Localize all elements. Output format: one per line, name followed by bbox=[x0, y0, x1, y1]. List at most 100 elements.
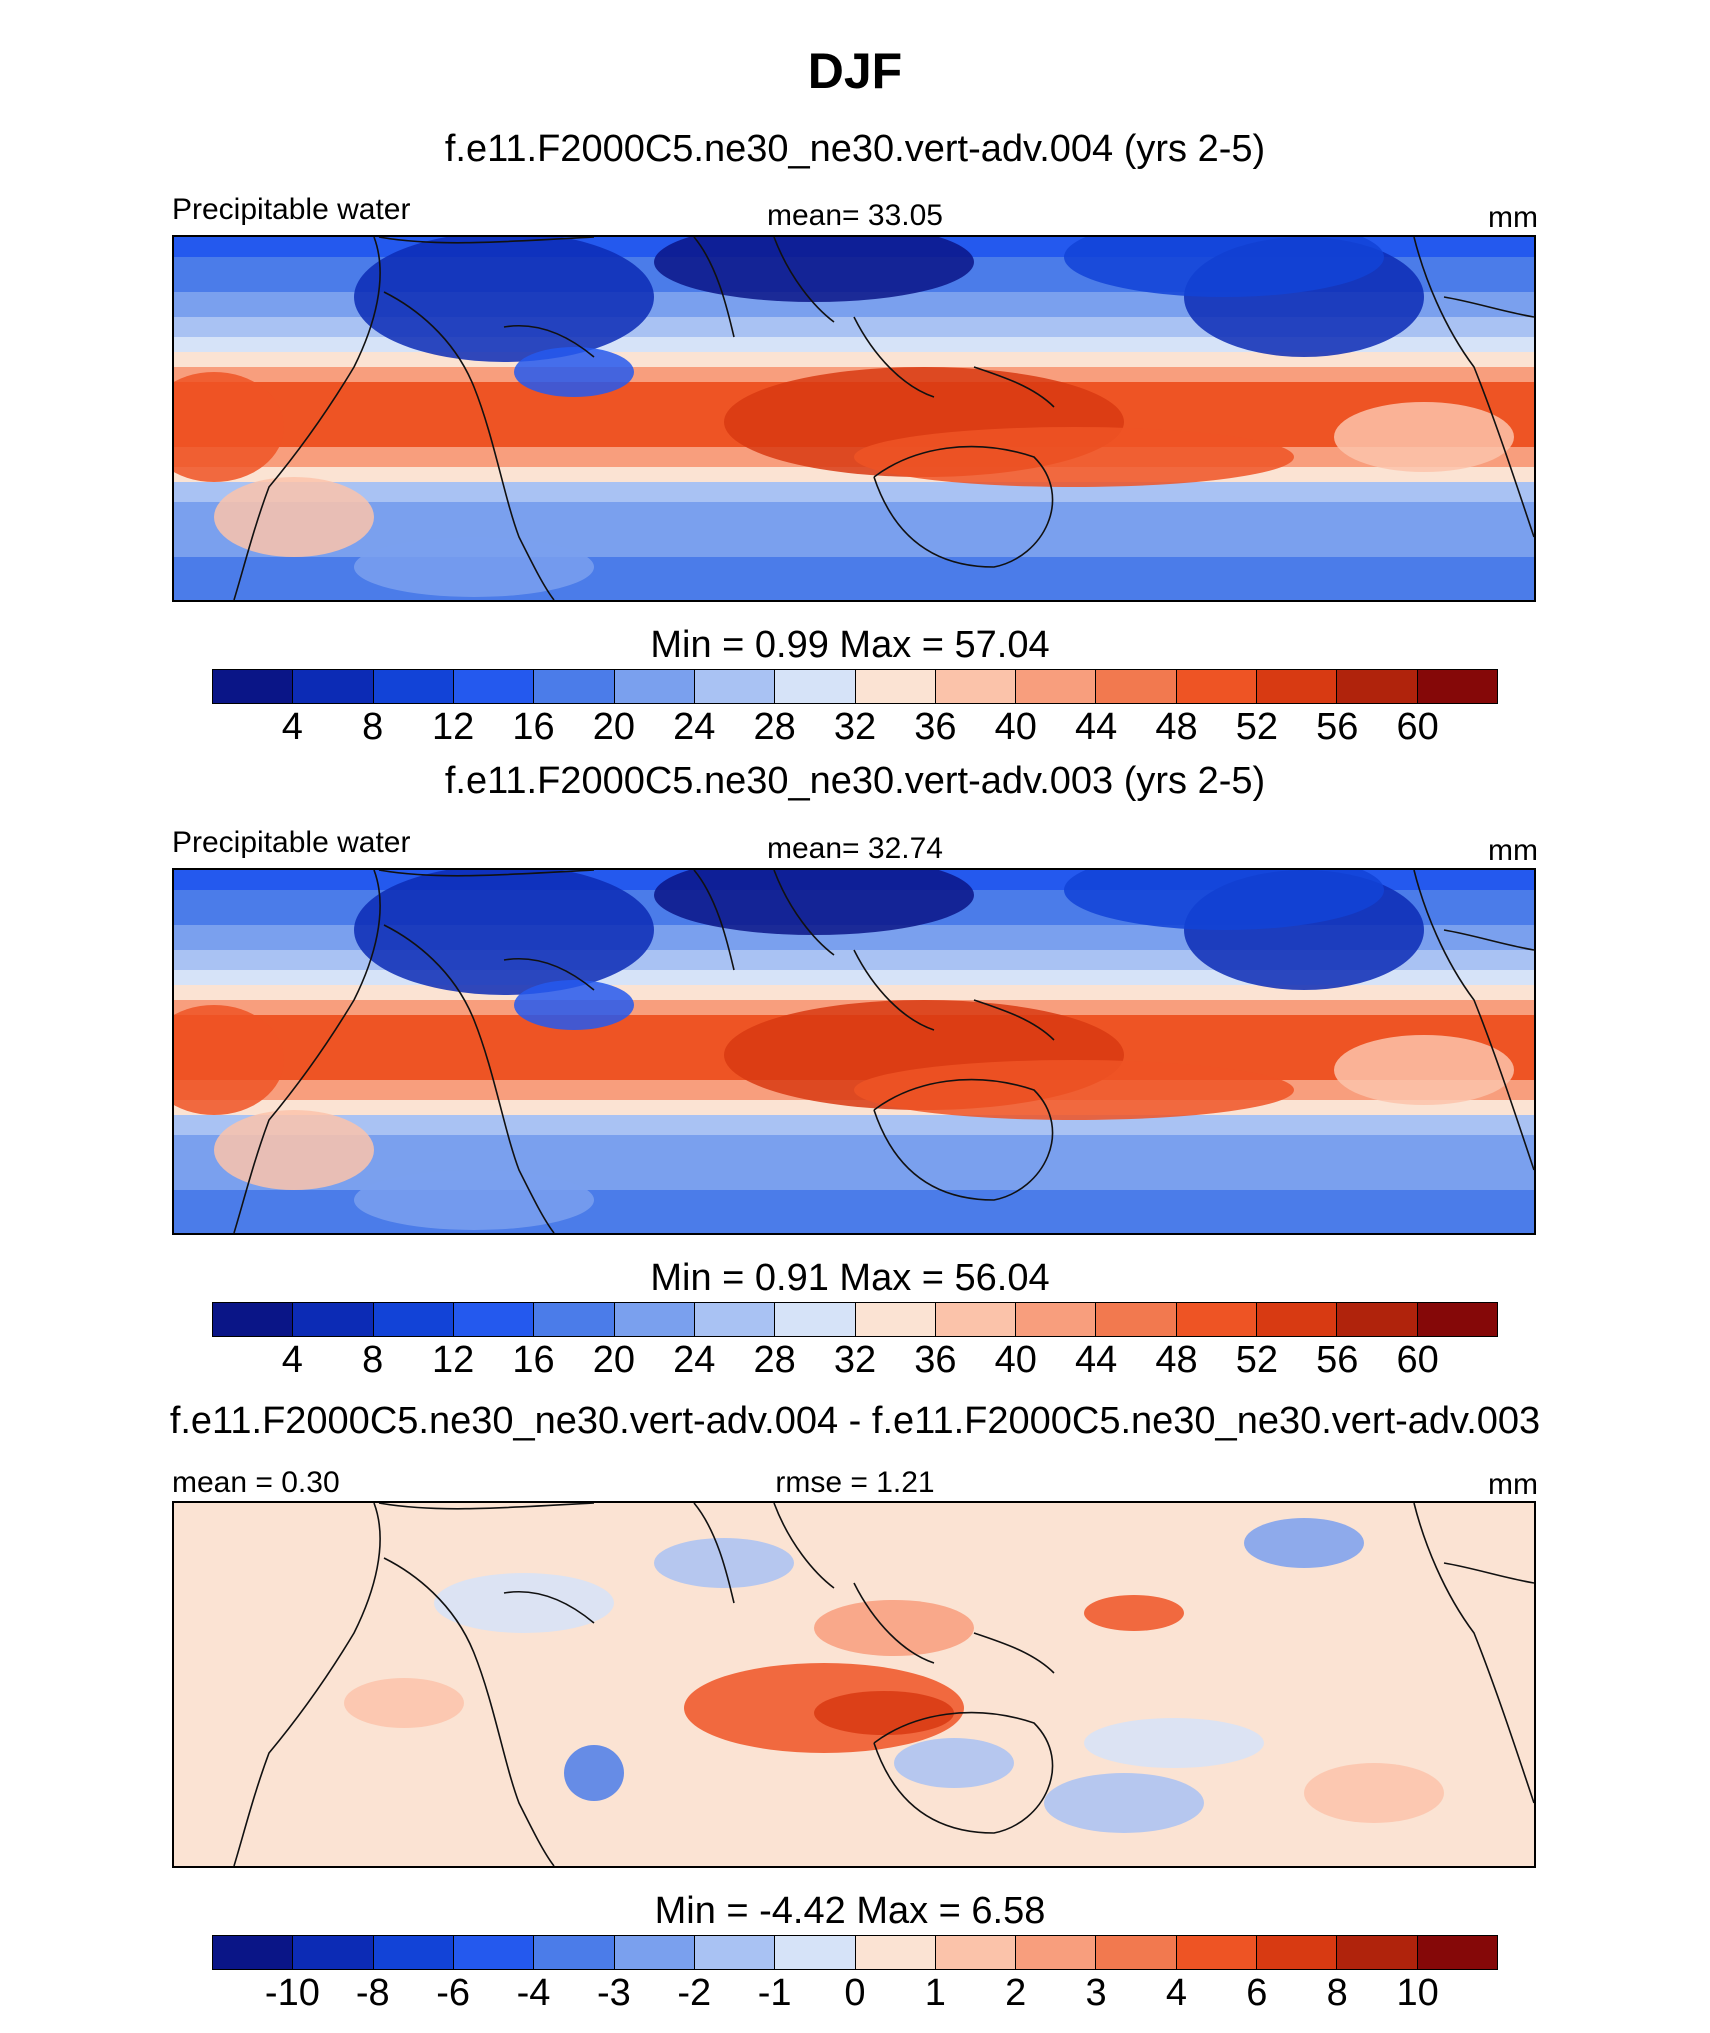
colorbar-tick-label: 4 bbox=[1165, 1972, 1188, 2014]
colorbar-swatch bbox=[775, 1303, 856, 1336]
colorbar-tick-label: 52 bbox=[1235, 1339, 1279, 1381]
colorbar-tick-label: 6 bbox=[1246, 1972, 1268, 2014]
colorbar-swatch bbox=[935, 1936, 1017, 1969]
panel-3-units-label: mm bbox=[1488, 1468, 1538, 1501]
panel-3-map bbox=[172, 1501, 1536, 1868]
colorbar-tick-label: 4 bbox=[281, 706, 303, 748]
colorbar-tick-label: 32 bbox=[833, 706, 877, 748]
colorbar-tick-label: 16 bbox=[512, 1339, 555, 1381]
panel-1-mean-label: mean= 33.05 bbox=[767, 199, 943, 232]
panel-3-minmax: Min = -4.42 Max = 6.58 bbox=[654, 1890, 1046, 1932]
panel-1-title: f.e11.F2000C5.ne30_ne30.vert-adv.004 (yr… bbox=[444, 128, 1266, 170]
colorbar-swatch bbox=[1257, 1936, 1338, 1969]
colorbar-tick-label: 32 bbox=[833, 1339, 877, 1381]
colorbar-swatch bbox=[614, 670, 695, 703]
colorbar-tick-label: -6 bbox=[436, 1972, 471, 2014]
panel-3-title: f.e11.F2000C5.ne30_ne30.vert-adv.004 - f… bbox=[169, 1400, 1541, 1442]
colorbar-tick-label: 24 bbox=[673, 1339, 716, 1381]
colorbar-swatch bbox=[855, 670, 936, 703]
colorbar-swatch bbox=[373, 670, 454, 703]
colorbar-swatch bbox=[1096, 670, 1177, 703]
panel-3-colorbar bbox=[212, 1935, 1498, 1970]
colorbar-swatch bbox=[694, 1936, 776, 1969]
colorbar-tick-label: -1 bbox=[757, 1972, 792, 2014]
colorbar-swatch bbox=[855, 1303, 936, 1336]
colorbar-tick-label: 1 bbox=[924, 1972, 946, 2014]
colorbar-swatch bbox=[1337, 1303, 1418, 1336]
panel-3-mean-label: mean = 0.30 bbox=[172, 1466, 340, 1499]
colorbar-swatch bbox=[1016, 1303, 1097, 1336]
colorbar-swatch bbox=[453, 1936, 535, 1969]
panel-2-colorbar bbox=[212, 1302, 1498, 1337]
colorbar-swatch bbox=[1337, 1936, 1418, 1969]
panel-2-minmax: Min = 0.91 Max = 56.04 bbox=[650, 1257, 1050, 1299]
colorbar-swatch bbox=[534, 670, 615, 703]
colorbar-swatch bbox=[373, 1303, 454, 1336]
colorbar-tick-label: 44 bbox=[1074, 706, 1118, 748]
colorbar-swatch bbox=[694, 1303, 776, 1336]
colorbar-tick-label: 60 bbox=[1396, 1339, 1439, 1381]
colorbar-tick-label: 48 bbox=[1155, 1339, 1198, 1381]
panel-2-units-label: mm bbox=[1488, 834, 1538, 867]
colorbar-swatch bbox=[1337, 670, 1418, 703]
colorbar-tick-label: -2 bbox=[677, 1972, 712, 2014]
colorbar-tick-label: -8 bbox=[355, 1972, 390, 2014]
colorbar-swatch bbox=[775, 1936, 856, 1969]
colorbar-swatch bbox=[213, 1303, 294, 1336]
panel-2-colorbar-ticks: 4 8 12 16 20 24 28 32 36 40 44 48 52 56 60 bbox=[212, 1339, 1498, 1383]
colorbar-swatch bbox=[935, 670, 1017, 703]
colorbar-tick-label: 40 bbox=[994, 706, 1037, 748]
colorbar-tick-label: 3 bbox=[1085, 1972, 1107, 2014]
panel-3-rmse-label: rmse = 1.21 bbox=[775, 1466, 935, 1499]
figure-title: DJF bbox=[807, 43, 903, 99]
colorbar-swatch bbox=[1176, 670, 1258, 703]
colorbar-swatch bbox=[213, 670, 294, 703]
panel-1-colorbar-ticks: 4 8 12 16 20 24 28 32 36 40 44 48 52 56 60 bbox=[212, 706, 1498, 750]
colorbar-tick-label: 36 bbox=[914, 706, 957, 748]
colorbar-swatch bbox=[1417, 1936, 1497, 1969]
panel-2-title: f.e11.F2000C5.ne30_ne30.vert-adv.003 (yr… bbox=[444, 760, 1266, 802]
colorbar-tick-label: 10 bbox=[1396, 1972, 1439, 2014]
panel-1-minmax: Min = 0.99 Max = 57.04 bbox=[650, 624, 1050, 666]
colorbar-swatch bbox=[293, 670, 374, 703]
colorbar-swatch bbox=[534, 1303, 615, 1336]
colorbar-tick-label: -3 bbox=[596, 1972, 631, 2014]
colorbar-tick-label: 12 bbox=[431, 1339, 475, 1381]
colorbar-swatch bbox=[1096, 1303, 1177, 1336]
colorbar-tick-label: -10 bbox=[264, 1972, 320, 2014]
colorbar-swatch bbox=[373, 1936, 454, 1969]
colorbar-tick-label: 8 bbox=[362, 1339, 384, 1381]
colorbar-tick-label: 28 bbox=[753, 1339, 796, 1381]
colorbar-swatch bbox=[1417, 1303, 1497, 1336]
colorbar-tick-label: 4 bbox=[281, 1339, 303, 1381]
colorbar-swatch bbox=[1016, 670, 1097, 703]
colorbar-swatch bbox=[614, 1936, 695, 1969]
colorbar-tick-label: 60 bbox=[1396, 706, 1439, 748]
colorbar-tick-label: 8 bbox=[1326, 1972, 1348, 2014]
colorbar-tick-label: 56 bbox=[1316, 706, 1359, 748]
colorbar-tick-label: 48 bbox=[1155, 706, 1198, 748]
colorbar-swatch bbox=[1176, 1303, 1258, 1336]
panel-2-map bbox=[172, 868, 1536, 1235]
colorbar-tick-label: 20 bbox=[592, 1339, 636, 1381]
colorbar-swatch bbox=[1417, 670, 1497, 703]
colorbar-swatch bbox=[453, 670, 535, 703]
panel-1-map bbox=[172, 235, 1536, 602]
colorbar-tick-label: 12 bbox=[431, 706, 475, 748]
colorbar-swatch bbox=[293, 1303, 374, 1336]
colorbar-swatch bbox=[1016, 1936, 1097, 1969]
panel-2-map-field bbox=[174, 870, 1534, 1233]
colorbar-swatch bbox=[1257, 1303, 1338, 1336]
colorbar-swatch bbox=[453, 1303, 535, 1336]
colorbar-tick-label: 16 bbox=[512, 706, 555, 748]
panel-1-map-field bbox=[174, 237, 1534, 600]
colorbar-swatch bbox=[1257, 670, 1338, 703]
colorbar-tick-label: 2 bbox=[1005, 1972, 1027, 2014]
panel-2-mean-label: mean= 32.74 bbox=[767, 832, 943, 865]
colorbar-swatch bbox=[1176, 1936, 1258, 1969]
panel-3-map-field bbox=[174, 1503, 1534, 1866]
colorbar-tick-label: 20 bbox=[592, 706, 636, 748]
colorbar-tick-label: 36 bbox=[914, 1339, 957, 1381]
colorbar-tick-label: 8 bbox=[362, 706, 384, 748]
colorbar-tick-label: 28 bbox=[753, 706, 796, 748]
